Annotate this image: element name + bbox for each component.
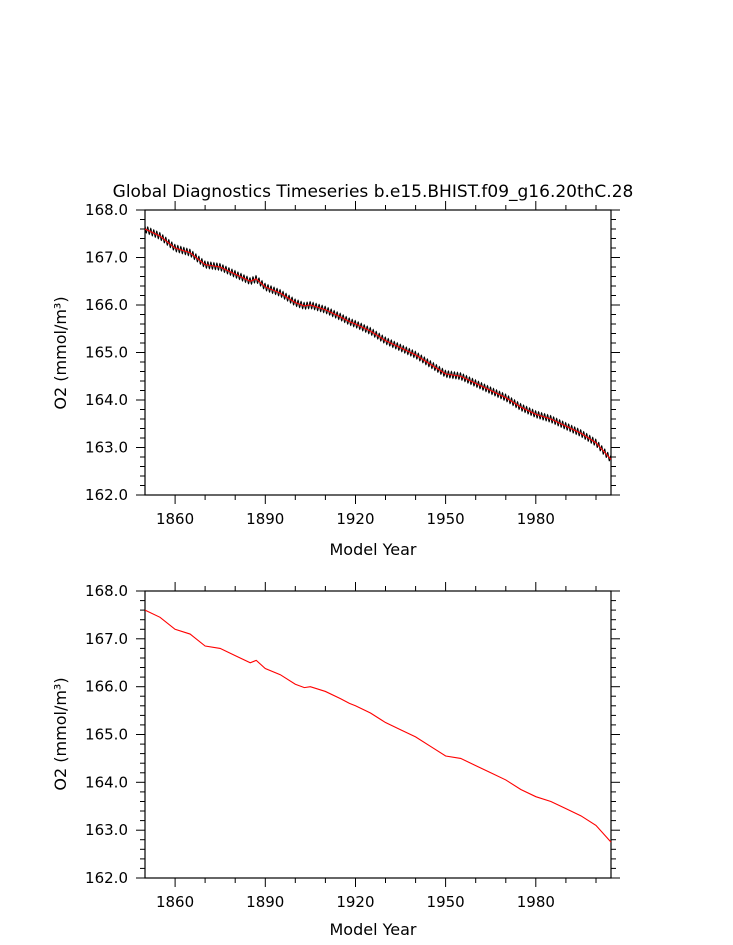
- top-y-tick-label: 163.0: [85, 439, 128, 457]
- bottom-axis-ticks: [136, 582, 620, 887]
- bottom-y-tick-label: 165.0: [85, 726, 128, 744]
- bottom-y-tick-label: 162.0: [85, 869, 128, 887]
- bottom-plot-frame: [144, 590, 612, 879]
- top-y-tick-label: 168.0: [85, 201, 128, 219]
- bottom-series-group: [144, 609, 612, 843]
- bottom-x-tick-label: 1860: [156, 893, 194, 911]
- top-x-tick-label: 1890: [246, 510, 284, 528]
- top-y-axis-label: O2 (mmol/m³): [51, 296, 70, 409]
- top-x-tick-label: 1920: [336, 510, 374, 528]
- bottom-y-tick-label: 168.0: [85, 582, 128, 600]
- top-chart: 1860 1890 1920 1950 1980 162.0 163.0 164.0 165.0…: [51, 201, 620, 559]
- bottom-y-tick-label: 166.0: [85, 678, 128, 696]
- bottom-tick-labels: 1860 1890 1920 1950 1980 162.0 163.0 164.0 165.0…: [85, 582, 555, 911]
- bottom-series-red-line: [144, 609, 612, 843]
- top-series-red-line: [144, 228, 612, 460]
- top-y-tick-label: 165.0: [85, 344, 128, 362]
- bottom-y-axis-label: O2 (mmol/m³): [51, 677, 70, 790]
- bottom-y-tick-label: 163.0: [85, 821, 128, 839]
- top-x-tick-label: 1980: [517, 510, 555, 528]
- top-y-tick-label: 166.0: [85, 296, 128, 314]
- top-tick-labels: 1860 1890 1920 1950 1980 162.0 163.0 164.0 165.0…: [85, 201, 555, 528]
- top-plot-frame: [144, 209, 612, 496]
- bottom-x-axis-label: Model Year: [330, 920, 417, 939]
- bottom-x-tick-label: 1980: [517, 893, 555, 911]
- top-series-group: [144, 225, 612, 462]
- top-x-tick-label: 1950: [427, 510, 465, 528]
- bottom-x-tick-label: 1950: [427, 893, 465, 911]
- top-series-black-line: [144, 225, 612, 462]
- top-y-tick-label: 164.0: [85, 391, 128, 409]
- bottom-y-tick-label: 167.0: [85, 630, 128, 648]
- top-y-tick-label: 162.0: [85, 486, 128, 504]
- top-axis-ticks: [136, 201, 620, 504]
- bottom-chart: 1860 1890 1920 1950 1980 162.0 163.0 164.0 165.0…: [51, 582, 620, 939]
- bottom-x-tick-label: 1920: [336, 893, 374, 911]
- figure-title: Global Diagnostics Timeseries b.e15.BHIS…: [113, 182, 634, 202]
- bottom-x-tick-label: 1890: [246, 893, 284, 911]
- top-y-tick-label: 167.0: [85, 249, 128, 267]
- top-x-axis-label: Model Year: [330, 540, 417, 559]
- bottom-y-tick-label: 164.0: [85, 773, 128, 791]
- top-x-tick-label: 1860: [156, 510, 194, 528]
